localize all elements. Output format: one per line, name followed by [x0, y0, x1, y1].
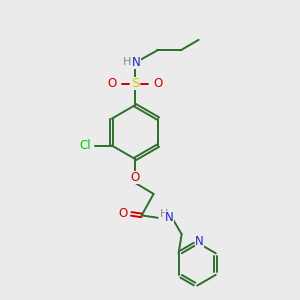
Text: O: O	[118, 207, 128, 220]
Text: O: O	[154, 77, 163, 90]
Text: S: S	[131, 77, 139, 90]
Text: N: N	[132, 56, 141, 69]
Text: H: H	[122, 57, 131, 67]
Text: N: N	[195, 236, 204, 248]
Text: N: N	[165, 211, 173, 224]
Text: Cl: Cl	[80, 139, 91, 152]
Text: O: O	[107, 77, 116, 90]
Text: H: H	[160, 209, 169, 219]
Text: O: O	[130, 171, 140, 184]
